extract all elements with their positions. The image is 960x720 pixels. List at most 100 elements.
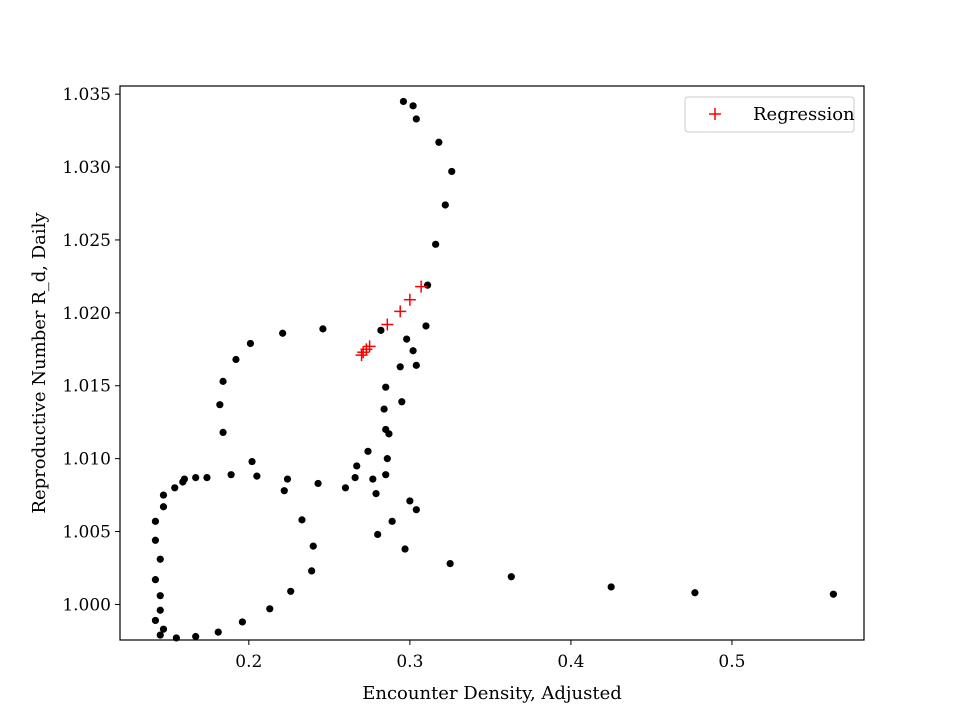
data-point [151, 576, 160, 584]
data-point [171, 484, 179, 492]
data-point [829, 590, 838, 598]
data-point [382, 383, 390, 391]
data-point [380, 405, 388, 413]
data-point [253, 472, 261, 480]
data-point [412, 115, 420, 123]
regression-point [403, 293, 416, 306]
data-point [351, 473, 359, 482]
data-point [374, 530, 382, 539]
x-tick-label: 0.3 [396, 652, 423, 672]
legend-marker-plus-icon [709, 108, 721, 120]
data-point [309, 542, 317, 550]
data-point [441, 201, 449, 209]
y-tick-label: 1.020 [62, 304, 111, 324]
data-point [280, 487, 288, 495]
x-axis-ticks: 0.2 0.3 0.4 0.5 [235, 640, 745, 672]
data-point [423, 281, 432, 289]
data-point [372, 490, 380, 498]
data-point [219, 377, 227, 385]
y-tick-label: 1.015 [62, 377, 111, 397]
data-point [398, 398, 406, 406]
data-point [248, 457, 256, 466]
data-point [192, 632, 200, 641]
data-point [409, 102, 417, 110]
x-axis-label: Encounter Density, Adjusted [362, 683, 622, 704]
data-point [507, 573, 515, 581]
y-axis-ticks: 1.000 1.005 1.010 1.015 1.020 1.025 1.030 1.035 [62, 85, 120, 615]
data-point [435, 138, 443, 146]
legend-label-regression: Regression [753, 104, 855, 125]
x-tick-label: 0.4 [557, 652, 584, 672]
regression-point [363, 340, 376, 353]
regression-point [394, 305, 407, 318]
data-point [232, 355, 240, 364]
data-point [403, 335, 411, 343]
data-point [219, 428, 227, 436]
data-point [156, 555, 164, 563]
data-point [159, 503, 168, 511]
legend: Regression [684, 96, 855, 133]
data-point [388, 517, 396, 525]
data-point [156, 592, 164, 600]
data-point [266, 605, 274, 613]
data-point [192, 473, 200, 482]
y-tick-label: 1.025 [62, 231, 111, 251]
legend-box [684, 96, 855, 133]
data-point [151, 517, 160, 525]
data-point [314, 479, 322, 488]
data-point [298, 516, 306, 524]
regression-point [360, 343, 373, 356]
data-point [399, 97, 408, 106]
data-point [691, 589, 699, 597]
data-point [319, 325, 327, 333]
data-point [396, 363, 404, 371]
regression-point [355, 349, 368, 362]
data-point [364, 447, 372, 455]
data-point [412, 506, 420, 514]
data-point [151, 536, 160, 544]
data-point [383, 455, 391, 463]
y-tick-label: 1.000 [62, 595, 111, 615]
plot-marks [151, 97, 838, 642]
data-point [203, 473, 211, 482]
data-point [279, 329, 287, 337]
data-point [607, 583, 615, 591]
data-point [369, 475, 377, 483]
regression-point [381, 318, 394, 331]
data-point [287, 587, 295, 595]
data-point [227, 471, 235, 479]
data-point [409, 347, 417, 355]
data-point [353, 462, 361, 470]
y-tick-label: 1.030 [62, 158, 111, 178]
data-point [448, 167, 456, 176]
y-tick-label: 1.005 [62, 523, 111, 543]
data-point [216, 401, 224, 409]
data-point [159, 625, 168, 633]
data-point [341, 484, 350, 492]
data-point [406, 497, 414, 505]
y-axis-label: Reproductive Number R_d, Daily [29, 212, 50, 514]
data-point [179, 478, 187, 486]
regression-point [415, 280, 428, 293]
x-tick-label: 0.2 [235, 652, 262, 672]
data-point [412, 361, 420, 369]
regression-point [357, 346, 370, 359]
data-point [401, 545, 409, 553]
data-point [283, 475, 292, 483]
data-point [246, 339, 255, 348]
axes-frame [119, 85, 865, 641]
data-point [156, 631, 164, 639]
data-point [377, 326, 385, 334]
data-point [151, 616, 160, 625]
data-point [432, 240, 440, 248]
data-point [214, 628, 222, 636]
data-point [156, 606, 164, 614]
data-point [238, 618, 246, 626]
data-point [385, 430, 393, 438]
data-point [159, 491, 168, 499]
data-point [382, 471, 390, 479]
data-point [308, 567, 316, 575]
x-tick-label: 0.5 [718, 652, 745, 672]
data-point [446, 560, 454, 568]
